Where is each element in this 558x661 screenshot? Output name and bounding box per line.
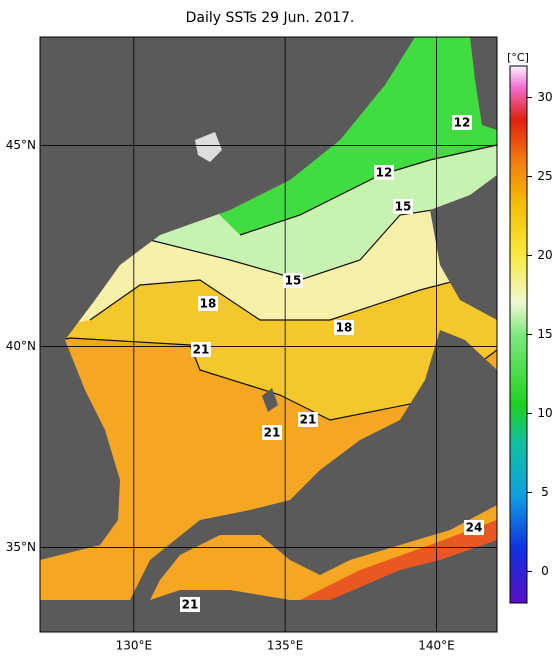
contour-label: 21 bbox=[182, 598, 199, 612]
colorbar-tick-label: 30 bbox=[537, 90, 552, 104]
graticule bbox=[40, 37, 497, 632]
colorbar-tick-label: 10 bbox=[537, 406, 552, 420]
colorbar-tick-label: 25 bbox=[537, 169, 552, 183]
lat-tick-label: 40°N bbox=[6, 339, 36, 353]
colorbar-tick-label: 5 bbox=[541, 485, 549, 499]
colorbar-tick-label: 20 bbox=[537, 248, 552, 262]
lat-tick-label: 45°N bbox=[6, 138, 36, 152]
contour-label: 21 bbox=[193, 343, 210, 357]
contour-label: 12 bbox=[376, 166, 393, 180]
lon-tick-label: 130°E bbox=[116, 639, 153, 653]
colorbar-tick-label: 15 bbox=[537, 327, 552, 341]
colorbar-tick-label: 0 bbox=[541, 564, 549, 578]
contour-label: 24 bbox=[466, 521, 483, 535]
lon-tick-label: 135°E bbox=[267, 639, 304, 653]
title: Daily SSTs 29 Jun. 2017. bbox=[186, 10, 355, 26]
lon-tick-label: 140°E bbox=[418, 639, 455, 653]
colorbar-unit: [°C] bbox=[507, 51, 529, 64]
contour-label: 21 bbox=[264, 426, 281, 440]
contour-labels: 12 12 15 15 18 18 21 21 21 24 21 bbox=[180, 115, 484, 612]
contour-label: 15 bbox=[395, 200, 412, 214]
contour-label: 15 bbox=[285, 274, 302, 288]
colorbar bbox=[509, 65, 528, 604]
contour-label: 21 bbox=[300, 413, 317, 427]
contour-label: 12 bbox=[454, 116, 471, 130]
contour-label: 18 bbox=[200, 297, 217, 311]
lat-tick-label: 35°N bbox=[6, 540, 36, 554]
map-area bbox=[40, 37, 497, 632]
map-frame bbox=[39, 36, 498, 633]
contour-label: 18 bbox=[336, 321, 353, 335]
